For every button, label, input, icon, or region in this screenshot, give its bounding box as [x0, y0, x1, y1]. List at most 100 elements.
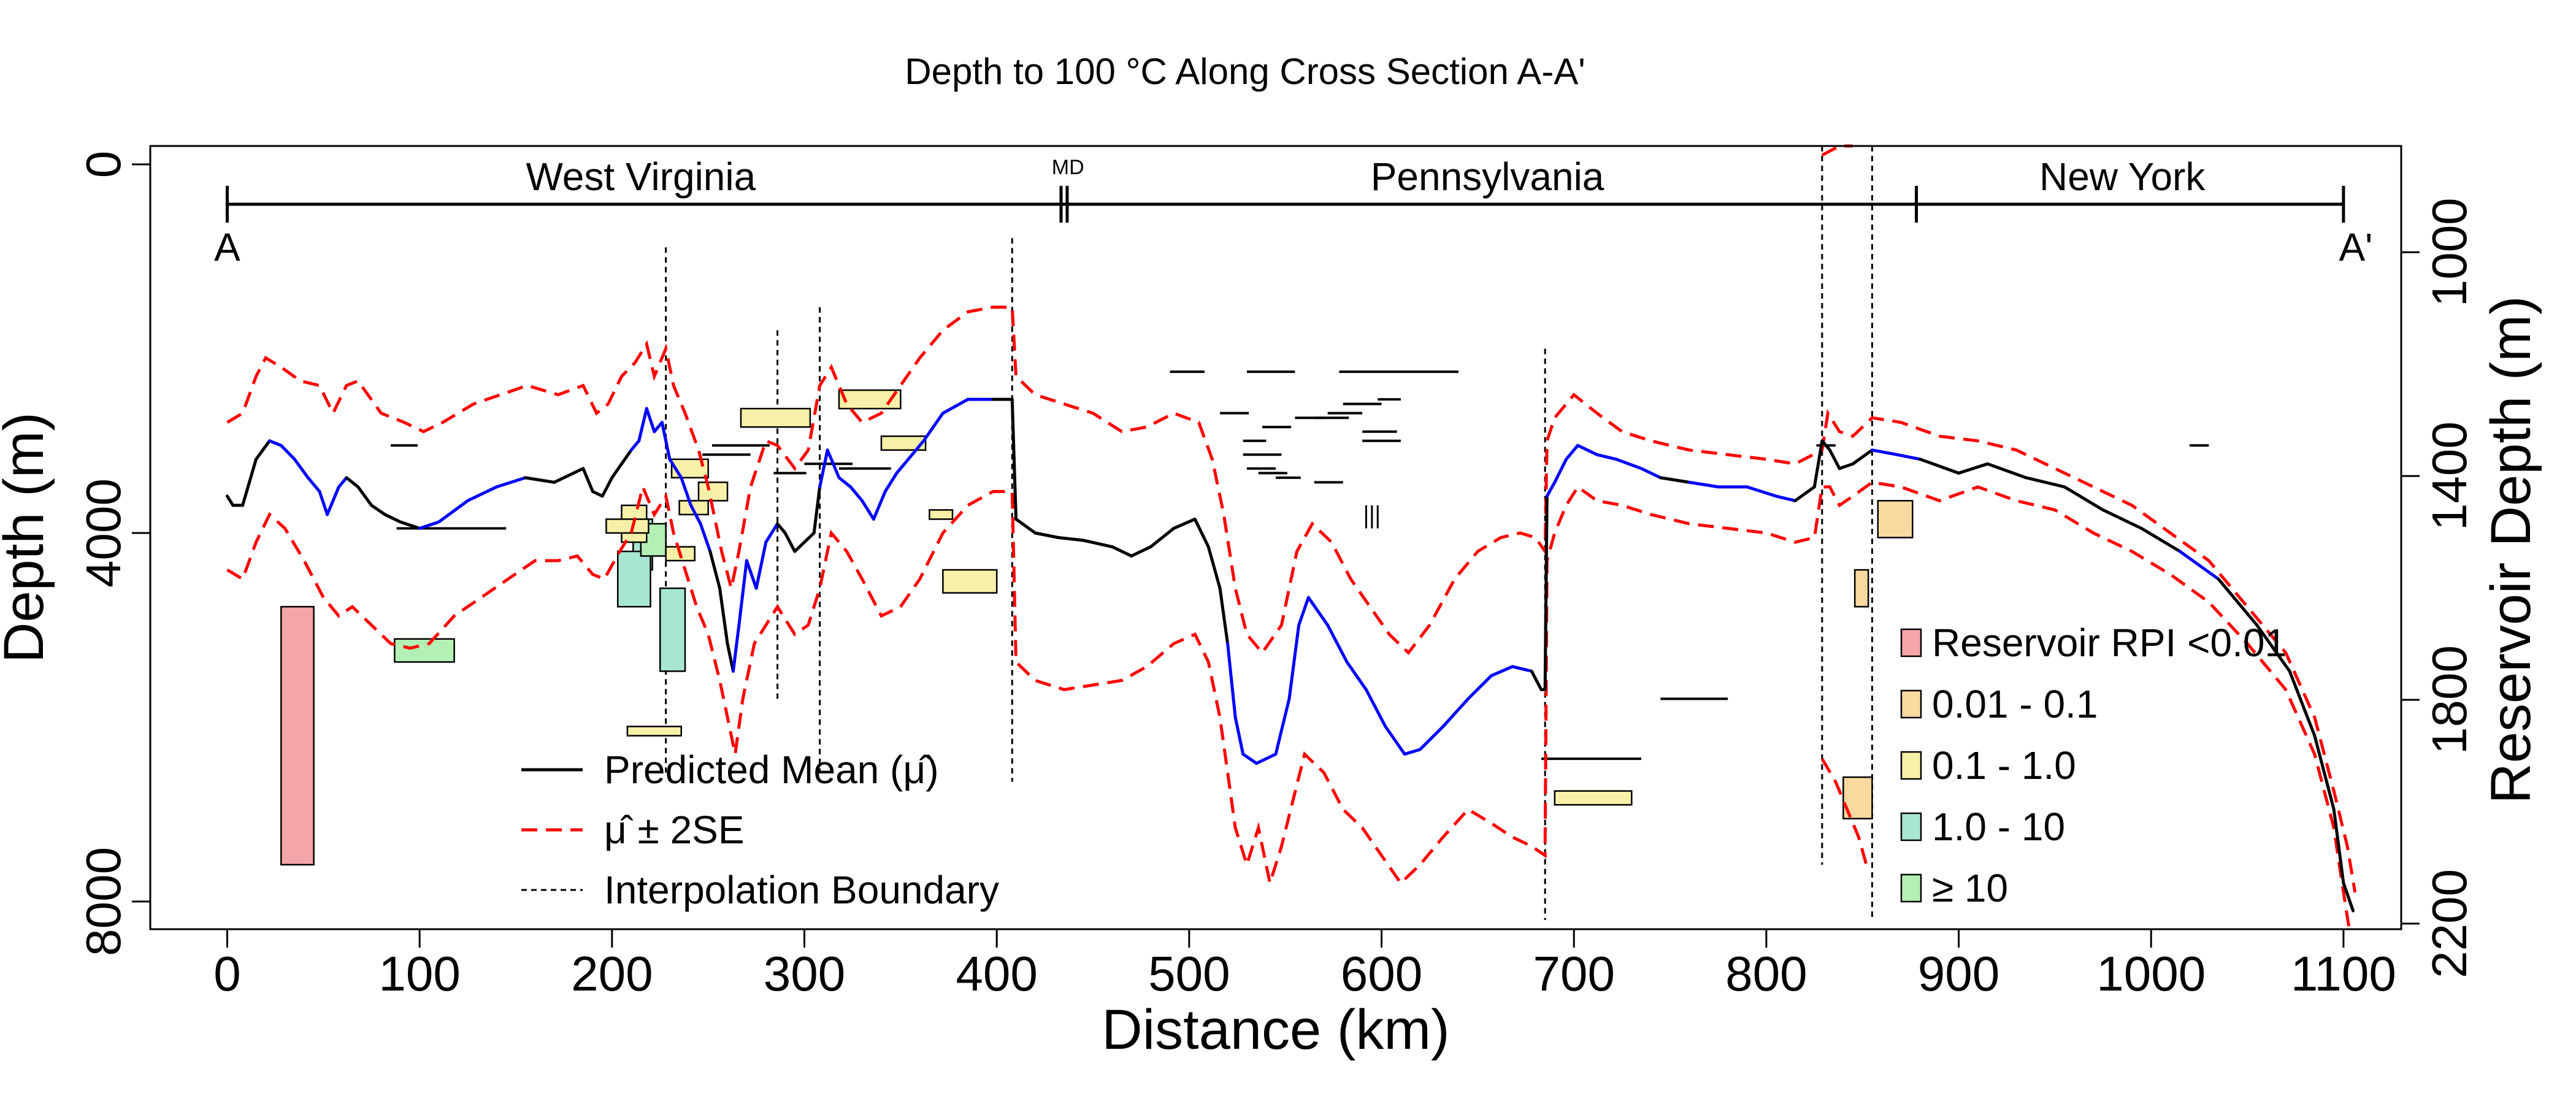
mean-line-segment	[1033, 531, 1060, 539]
mean-line-segment	[2288, 669, 2317, 738]
rpi-box	[605, 518, 650, 534]
se-lower-line	[1820, 757, 1868, 865]
mean-line-segment	[1687, 480, 1720, 489]
mean-line-segment	[689, 504, 702, 526]
mean-line-segment	[737, 559, 748, 627]
mean-line-segment	[1297, 596, 1310, 627]
mean-line-segment	[668, 458, 683, 480]
chart-title: Depth to 100 °C Along Cross Section A-A'	[905, 51, 1585, 92]
x-tick-label: 0	[213, 946, 241, 1001]
mean-line-segment	[826, 448, 841, 480]
mean-line-segment	[2342, 881, 2355, 913]
mean-line-segment	[1326, 623, 1349, 664]
mean-line-segment	[637, 407, 648, 443]
mean-line-segment	[524, 476, 556, 484]
axes: 0 100 200 300 400 500 600 700 800 900 1000 1100 Dist…	[0, 145, 2542, 1061]
mean-line-segment	[553, 471, 575, 484]
mean-line-segment	[1193, 517, 1210, 549]
mean-line-segment	[1014, 517, 1037, 535]
mean-line-segment	[279, 443, 296, 461]
rpi-box	[942, 569, 998, 594]
mean-line-segment	[1511, 665, 1533, 673]
mean-line-segment	[1746, 485, 1778, 498]
mean-line-segment	[1233, 715, 1245, 756]
mean-line-segment	[731, 623, 741, 673]
mean-line-segment	[1345, 660, 1368, 691]
mean-line-segment	[783, 531, 797, 553]
mean-line-segment	[1306, 596, 1330, 627]
mean-line-segment	[2140, 526, 2182, 553]
mean-line-segment	[1957, 462, 1990, 475]
y2-tick-label: 1400	[2422, 421, 2477, 531]
mean-line-segment	[1986, 462, 2028, 480]
mean-line-segment	[1838, 462, 1855, 470]
mean-line-segment	[600, 476, 614, 498]
mean-line-segment	[883, 471, 899, 493]
mean-line-segment	[895, 458, 910, 475]
mean-line-segment	[1130, 545, 1152, 558]
mean-line-segment	[1218, 586, 1230, 645]
mean-line-segment	[1403, 748, 1422, 756]
mean-line-segment	[2063, 485, 2105, 512]
x-tick-label: 800	[1725, 946, 1807, 1001]
mean-line-segment	[466, 485, 499, 502]
mean-line-segment	[1241, 753, 1259, 765]
mean-line-segment	[818, 448, 829, 489]
mean-line-segment	[399, 520, 421, 530]
mean-line-segment	[1565, 443, 1579, 461]
mean-line-segment	[306, 476, 321, 493]
mean-line-segment	[1870, 448, 1899, 456]
mean-line-segment	[345, 476, 360, 489]
mean-line-segment	[1206, 545, 1222, 590]
legend-label: 0.01 - 0.1	[1932, 682, 2098, 726]
mean-line-segment	[437, 499, 470, 524]
y2-tick-label: 1800	[2422, 645, 2477, 754]
mean-line-segment	[383, 513, 402, 524]
mean-line-segment	[1274, 697, 1291, 756]
y-tick-label: 0	[76, 151, 131, 178]
mean-line-segment	[793, 540, 806, 553]
mean-line-segment	[1576, 443, 1599, 456]
legend-label: Reservoir RPI <0.01	[1932, 621, 2287, 665]
mean-line-segment	[718, 586, 729, 645]
rpi-box	[697, 481, 729, 502]
rpi-box	[626, 726, 682, 737]
x-tick-label: 500	[1148, 946, 1230, 1001]
mean-line-segment	[225, 494, 235, 507]
mean-line-segment	[776, 522, 787, 535]
legend-box-swatch	[1900, 689, 1922, 719]
mean-line-segment	[802, 531, 816, 544]
se-lower-line	[226, 480, 2351, 930]
mean-line-segment	[572, 467, 585, 475]
x-tick-label: 400	[956, 946, 1037, 1001]
legend-label: 0.1 - 1.0	[1932, 743, 2076, 788]
mean-line-segment	[1364, 688, 1387, 728]
mean-line-segment	[861, 499, 875, 521]
mean-line-segment	[1081, 539, 1114, 549]
mean-line-segment	[1255, 753, 1278, 765]
legend-box-swatch	[1900, 628, 1922, 657]
mean-line-segment	[764, 522, 780, 544]
mean-line-segment	[754, 540, 768, 590]
mean-line-segment	[337, 476, 348, 489]
rpi-box	[929, 509, 954, 520]
x-tick-label: 600	[1341, 946, 1422, 1001]
y2-axis-label: Reservoir Depth (m)	[2480, 296, 2542, 803]
mean-line-segment	[907, 439, 926, 461]
mean-line-segment	[1384, 724, 1406, 756]
mean-line-segment	[708, 550, 721, 590]
y-axis-label: Depth (m)	[0, 412, 55, 663]
mean-line-segment	[1489, 665, 1514, 678]
mean-line-segment	[1614, 458, 1643, 470]
mean-line-segment	[2255, 623, 2291, 673]
mean-line-segment	[941, 397, 970, 415]
mean-line-segment	[2332, 808, 2345, 885]
mean-line-segment	[1543, 494, 1549, 691]
mean-line-segment	[1658, 476, 1691, 484]
mean-line-segment	[318, 489, 329, 516]
state-label: New York	[2039, 155, 2206, 199]
rpi-box	[616, 550, 651, 608]
legend: Predicted Mean (μ̂) μ̂ ± 2SE Interpolation…	[521, 621, 2287, 912]
mean-line-segment	[837, 476, 853, 489]
